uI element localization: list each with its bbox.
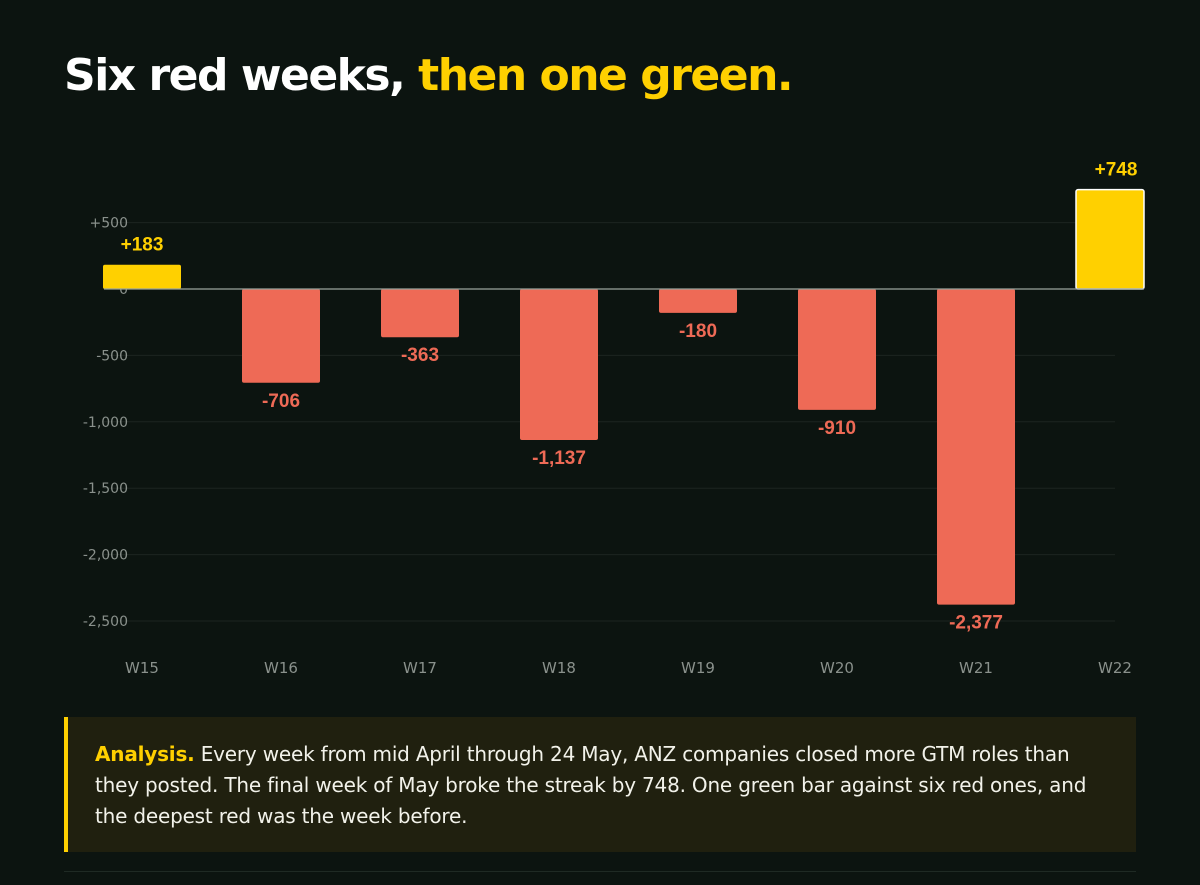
value-label: -2,377: [949, 613, 1003, 634]
bar: [659, 289, 737, 313]
bar-chart: +500 0 -500 -1,000 -1,500 -2,000 -2,500 +183 W15…: [83, 160, 1145, 677]
y-tick-label: -1,500: [83, 481, 128, 497]
y-tick-label: -1,000: [83, 415, 128, 431]
chart-title-highlight: then one green.: [418, 50, 793, 101]
chart-title-lead: Six red weeks,: [64, 50, 419, 101]
bar: [520, 289, 598, 440]
analysis-label: Analysis.: [95, 742, 195, 766]
y-tick-label: 0: [119, 282, 128, 298]
y-tick-label: -2,000: [83, 548, 128, 564]
bar: [103, 264, 181, 289]
x-tick-label: W20: [820, 659, 854, 677]
value-label: -1,137: [532, 448, 586, 469]
divider: [64, 871, 1136, 872]
bar: [1075, 188, 1145, 290]
y-tick-label: -2,500: [83, 614, 128, 630]
value-label: +183: [121, 235, 164, 256]
x-tick-label: W16: [264, 659, 298, 677]
chart-title: Six red weeks, then one green.: [64, 48, 794, 104]
value-label: -363: [401, 345, 439, 366]
value-label: -180: [679, 321, 717, 342]
bar: [798, 289, 876, 410]
value-label: -706: [262, 391, 300, 412]
x-tick-label: W19: [681, 659, 715, 677]
value-label: +748: [1095, 160, 1138, 181]
x-tick-label: W21: [959, 659, 993, 677]
y-tick-label: -500: [96, 348, 128, 364]
bar: [937, 289, 1015, 605]
x-tick-label: W17: [403, 659, 437, 677]
analysis-callout: Analysis. Every week from mid April thro…: [64, 717, 1136, 852]
x-tick-label: W15: [125, 659, 159, 677]
x-tick-label: W18: [542, 659, 576, 677]
value-label: -910: [818, 418, 856, 439]
bar: [381, 289, 459, 338]
x-tick-label: W22: [1098, 659, 1132, 677]
bar: [242, 289, 320, 383]
analysis-text: Every week from mid April through 24 May…: [95, 742, 1087, 828]
y-tick-label: +500: [90, 216, 128, 232]
